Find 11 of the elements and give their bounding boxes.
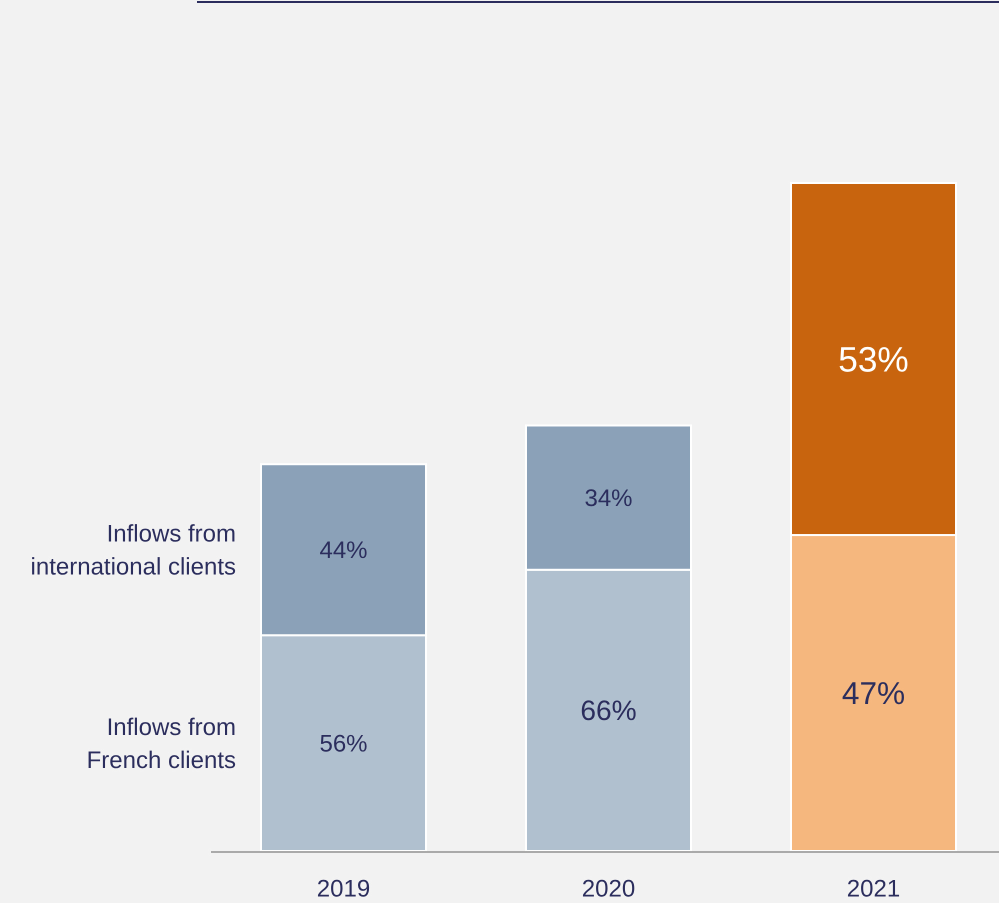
- annotation: 34%: [584, 485, 633, 512]
- annotation: 66%: [580, 695, 637, 726]
- x-tick-label: 2019: [316, 875, 370, 902]
- series-label: Inflows from international clients: [30, 520, 236, 581]
- series-label: Inflows from French clients: [86, 714, 236, 774]
- annotation: 44%: [319, 537, 368, 564]
- annotation: 47%: [842, 675, 906, 712]
- x-tick-label: 2020: [582, 875, 636, 902]
- annotation: 53%: [838, 340, 909, 380]
- annotation: 56%: [319, 730, 368, 758]
- x-tick-label: 2021: [846, 875, 900, 902]
